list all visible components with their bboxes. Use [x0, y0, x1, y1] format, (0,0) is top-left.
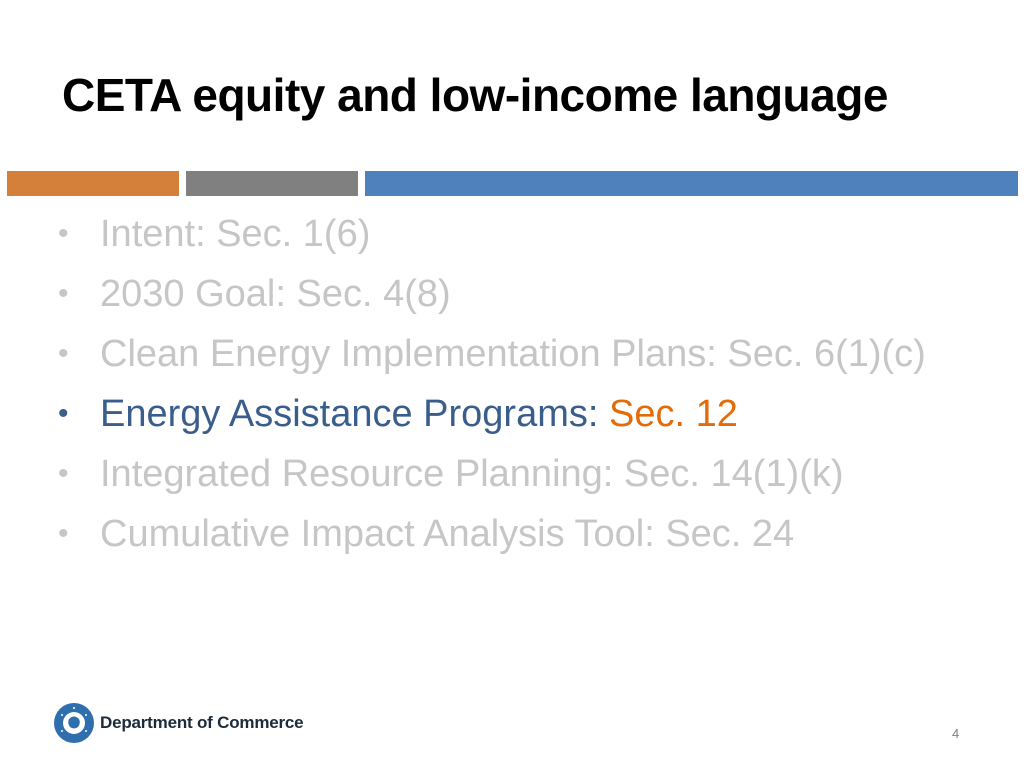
logo-text: Department of Commerce — [100, 713, 304, 732]
bullet-ref: Sec. 4(8) — [296, 273, 451, 315]
accent-bar-gray — [186, 171, 358, 196]
bullet-dot-icon: • — [58, 337, 69, 370]
bullet-list: • Intent: Sec. 1(6) • 2030 Goal: Sec. 4(… — [58, 206, 926, 566]
bullet-ref: Sec. 6(1)(c) — [727, 333, 926, 375]
bullet-label: Energy Assistance Programs: — [100, 393, 609, 435]
bullet-dot-icon: • — [58, 517, 69, 550]
accent-bar-blue — [365, 171, 1018, 196]
bullet-label: Intent: — [100, 213, 217, 255]
bullet-label: Cumulative Impact Analysis Tool: — [100, 513, 666, 555]
bullet-ref: Sec. 12 — [609, 393, 738, 435]
bullet-item-highlighted: • Energy Assistance Programs: Sec. 12 — [58, 386, 926, 446]
bullet-dot-icon: • — [58, 217, 69, 250]
bullet-ref: Sec. 1(6) — [216, 213, 371, 255]
bullet-ref: Sec. 14(1)(k) — [623, 453, 844, 495]
bullet-item: • Clean Energy Implementation Plans: Sec… — [58, 326, 926, 386]
bullet-item: • 2030 Goal: Sec. 4(8) — [58, 266, 926, 326]
page-number: 4 — [952, 726, 960, 741]
bullet-ref: Sec. 24 — [665, 513, 795, 555]
washington-state-seal-icon — [54, 703, 94, 743]
seal-svg — [55, 704, 93, 742]
bullet-item: • Integrated Resource Planning: Sec. 14(… — [58, 446, 926, 506]
bullet-dot-icon: • — [58, 397, 69, 430]
bullet-dot-icon: • — [58, 277, 69, 310]
department-logo: Department of Commerce — [54, 703, 304, 743]
accent-bar-orange — [7, 171, 179, 196]
bullet-dot-icon: • — [58, 457, 69, 490]
bullet-item: • Cumulative Impact Analysis Tool: Sec. … — [58, 506, 926, 566]
slide-title: CETA equity and low-income language — [62, 69, 888, 121]
bullet-label: 2030 Goal: — [100, 273, 297, 315]
bullet-item: • Intent: Sec. 1(6) — [58, 206, 926, 266]
bullet-label: Clean Energy Implementation Plans: — [100, 333, 728, 375]
bullet-label: Integrated Resource Planning: — [100, 453, 624, 495]
